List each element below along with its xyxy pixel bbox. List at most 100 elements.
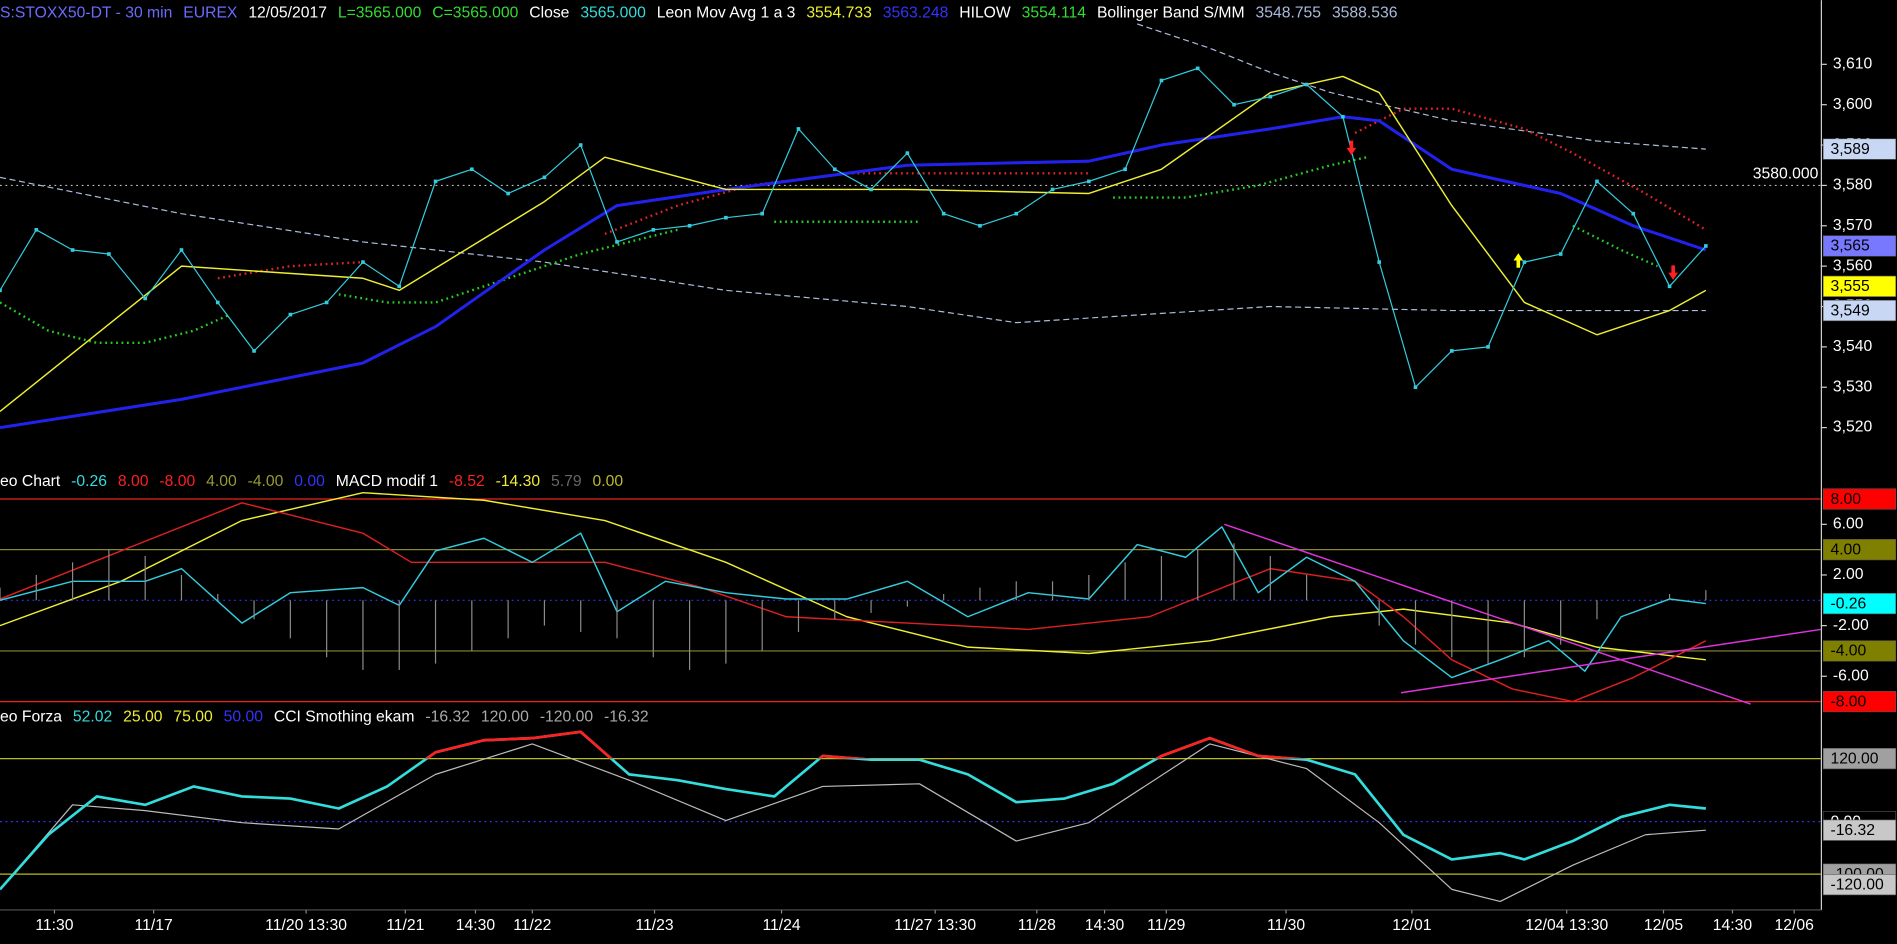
header-item: 8.00	[118, 473, 149, 490]
data-point	[1341, 114, 1345, 119]
data-point	[905, 151, 910, 155]
x-tick-label: 14:30	[1085, 917, 1125, 934]
data-point	[470, 167, 474, 172]
header-item: 3554.733	[806, 5, 872, 22]
value-box-label: 3,549	[1830, 302, 1869, 319]
x-tick-label: 11/28	[1018, 917, 1056, 934]
data-point	[1413, 385, 1418, 390]
data-point	[1304, 82, 1309, 87]
data-point	[796, 127, 801, 131]
value-box-label: 3,589	[1830, 141, 1869, 158]
data-point	[70, 248, 75, 252]
header-item: HILOW	[959, 5, 1011, 22]
data-point	[1123, 167, 1127, 172]
header-item: L=3565.000	[338, 5, 422, 22]
plot-area	[0, 730, 1821, 903]
x-tick-label: 12/04 13:30	[1525, 917, 1608, 934]
y-tick-label: 3,540	[1833, 338, 1873, 355]
x-tick-label: 14:30	[1713, 917, 1753, 934]
x-tick-label: 14:30	[456, 917, 496, 934]
x-tick-label: 11/30	[1267, 917, 1305, 934]
value-box	[1822, 235, 1897, 257]
header-item: 5.79	[551, 473, 582, 490]
plot-area	[0, 23, 1821, 430]
data-point	[687, 223, 692, 228]
value-box	[1822, 874, 1897, 896]
header-item: -16.32	[425, 709, 470, 726]
plot-area	[0, 491, 1821, 705]
x-tick-label: 11/27 13:30	[894, 917, 976, 934]
data-point	[107, 252, 111, 256]
data-point	[1050, 187, 1055, 192]
header-item: 0.00	[593, 473, 624, 490]
y-tick-label: 3,570	[1833, 217, 1873, 234]
series-line	[0, 115, 1707, 430]
value-box	[1822, 539, 1897, 561]
data-point	[1195, 66, 1200, 71]
value-box	[1822, 593, 1897, 615]
header-item: MACD modif 1	[336, 473, 438, 490]
x-tick-label: 11:30	[35, 917, 73, 934]
y-tick-label: 2.00	[1833, 566, 1864, 583]
data-point	[1522, 260, 1527, 264]
header-item: Leon Mov Avg 1 a 3	[657, 5, 796, 22]
data-point	[215, 300, 220, 305]
data-point	[1595, 179, 1599, 184]
x-tick-label: 12/05	[1644, 917, 1684, 934]
header-item: 120.00	[481, 709, 529, 726]
value-box	[1822, 748, 1897, 770]
header-item: -4.00	[248, 473, 284, 490]
data-point	[433, 179, 438, 184]
series-line	[0, 491, 1706, 661]
data-point	[324, 300, 329, 305]
value-box	[1822, 299, 1897, 322]
data-point	[1667, 284, 1672, 289]
data-point	[397, 284, 402, 289]
value-box-label: 3,565	[1830, 238, 1870, 255]
header-item: CCI Smothing ekam	[274, 709, 415, 726]
header-item: 50.00	[224, 709, 264, 726]
data-point	[1377, 260, 1382, 264]
data-point	[760, 211, 765, 216]
x-tick-label: 12/06	[1774, 917, 1814, 934]
data-point	[615, 240, 619, 244]
data-point	[143, 296, 147, 301]
value-box-label: -8.00	[1830, 693, 1866, 710]
header-item: 25.00	[123, 709, 163, 726]
signal-arrow	[1668, 265, 1679, 280]
data-point	[1449, 349, 1454, 353]
header-item: S:STOXX50-DT - 30 min	[0, 5, 172, 22]
data-point	[1631, 211, 1636, 216]
data-point	[724, 215, 728, 220]
data-point	[361, 260, 365, 264]
series-line	[0, 176, 1706, 324]
header-item: 4.00	[206, 473, 237, 490]
value-box-label: -120.00	[1830, 876, 1884, 893]
header-item: -8.00	[159, 473, 195, 490]
value-box-label: -16.32	[1830, 822, 1875, 839]
value-box-label: 120.00	[1830, 750, 1878, 767]
value-box	[1822, 488, 1897, 510]
x-tick-label: 11/23	[635, 917, 673, 934]
value-box-label: 8.00	[1830, 491, 1861, 508]
header-item: 12/05/2017	[248, 5, 327, 22]
y-tick-label: 3,530	[1833, 378, 1873, 395]
value-box	[1822, 640, 1897, 662]
x-tick-label: 12/01	[1392, 917, 1431, 934]
series-line	[1137, 23, 1706, 150]
data-point	[1232, 102, 1236, 107]
header-item: C=3565.000	[432, 5, 518, 22]
data-point	[1014, 211, 1019, 216]
value-box-label: 3,555	[1830, 278, 1870, 295]
data-point	[832, 167, 837, 172]
data-point	[1268, 94, 1273, 99]
data-point	[1087, 179, 1091, 184]
x-tick-label: 11/24	[762, 917, 800, 934]
x-tick-label: 11/22	[513, 917, 551, 934]
data-point	[1486, 345, 1490, 349]
data-point	[288, 312, 293, 317]
x-tick-label: 11/20 13:30	[265, 917, 347, 934]
series-line	[0, 502, 1707, 703]
